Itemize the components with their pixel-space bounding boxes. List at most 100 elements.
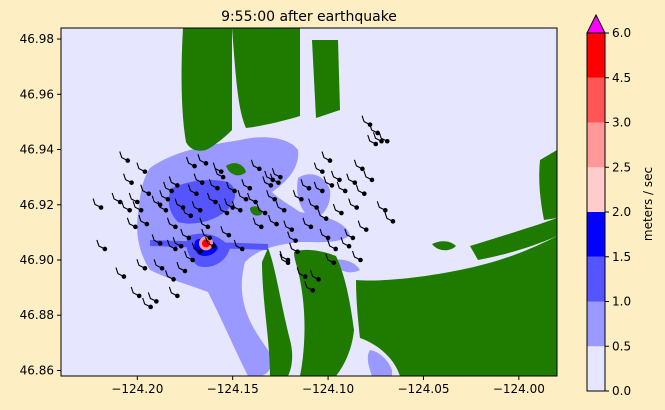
drifter-marker (256, 203, 268, 216)
drifter-marker (199, 217, 211, 230)
drifter-marker (271, 167, 283, 180)
drifter-marker (168, 286, 180, 299)
drifter-marker (226, 181, 237, 194)
drifter-marker (166, 239, 178, 252)
drifter-marker (231, 201, 243, 213)
drifter-marker (327, 239, 339, 252)
drifter-marker (92, 198, 104, 210)
x-tick-label: −124.05 (397, 382, 449, 396)
plot-frame (60, 27, 558, 377)
drifter-marker (332, 203, 344, 216)
chart-title: 9:55:00 after earthquake (221, 9, 397, 25)
drifter-marker (121, 201, 132, 213)
drifter-marker (168, 176, 180, 188)
drifter-marker (115, 267, 127, 279)
y-axis: 46.86 46.88 46.90 46.92 46.94 46.96 46.98 (20, 32, 61, 377)
drifter-marker (132, 201, 144, 213)
drifter-marker (163, 181, 174, 194)
x-tick-label: −124.00 (493, 382, 545, 396)
drifter-marker (319, 228, 331, 241)
drifter-marker (289, 242, 300, 255)
colorbar-tick-label: 6.0 (612, 26, 631, 40)
x-tick-label: −124.20 (111, 382, 163, 396)
drifter-marker (208, 179, 220, 191)
drifter-marker (119, 151, 131, 163)
drifter-marker (331, 170, 342, 183)
drifter-marker (136, 162, 148, 174)
drifter-marker (142, 297, 153, 310)
drifter-marker (378, 132, 390, 144)
drifter-marker (313, 162, 325, 174)
drifter-marker (207, 192, 218, 205)
drifter-marker (201, 228, 213, 241)
drifter-marker (321, 151, 333, 163)
drifter-marker (218, 203, 230, 216)
colorbar-segment (587, 122, 605, 168)
colorbar-segment (587, 256, 605, 302)
drifter-marker (140, 184, 152, 197)
drifter-marker (193, 173, 205, 185)
drifter-marker (214, 167, 226, 180)
drifter-marker (233, 239, 245, 252)
hotspot-inner (201, 239, 210, 248)
drifter-marker (357, 220, 369, 232)
drifter-marker (241, 179, 253, 191)
drifter-markers (92, 115, 396, 310)
colorbar-tick-label: 2.0 (612, 205, 631, 219)
drifter-marker (157, 201, 169, 213)
colorbar-tick-label: 1.5 (612, 250, 631, 264)
drifter-marker (180, 228, 192, 241)
drifter-marker (247, 192, 258, 205)
drifter-marker (172, 237, 184, 249)
colorbar-segment (587, 33, 605, 78)
drifter-marker (197, 154, 209, 166)
colorbar: 0.0 0.5 1.0 1.5 2.0 2.5 3.0 4.5 6.0 (586, 13, 631, 398)
drifter-marker (130, 286, 142, 299)
drifter-marker (302, 217, 314, 230)
y-tick-label: 46.86 (20, 363, 54, 377)
colorbar-tick-label: 3.0 (612, 116, 631, 130)
drifter-marker (96, 239, 108, 252)
drifter-marker (363, 170, 375, 183)
y-tick-label: 46.94 (20, 143, 54, 157)
colorbar-label: meters / sec (641, 167, 655, 241)
map-plot (61, 28, 557, 376)
drifter-marker (264, 170, 276, 183)
y-tick-label: 46.98 (20, 32, 54, 46)
drifter-marker (340, 237, 352, 249)
drifter-marker (317, 209, 329, 221)
x-tick-label: −124.15 (207, 382, 259, 396)
drifter-marker (151, 234, 163, 246)
drifter-marker (346, 173, 358, 185)
colorbar-tick-label: 1.0 (612, 295, 631, 309)
colorbar-segment (587, 346, 605, 391)
drifter-marker (323, 176, 335, 188)
drifter-marker (138, 214, 150, 227)
drifter-marker (310, 270, 321, 282)
drifter-marker (367, 134, 379, 147)
colorbar-segment (587, 167, 605, 212)
colorbar-segment (587, 301, 605, 347)
drifter-marker (191, 201, 203, 213)
drifter-marker (205, 237, 216, 249)
drifter-marker (220, 225, 232, 238)
drifter-marker (313, 181, 325, 194)
drifter-marker (355, 184, 367, 197)
drifter-marker (176, 261, 188, 274)
colorbar-segment (587, 212, 605, 257)
drifter-marker (237, 190, 249, 202)
drifter-marker (147, 292, 159, 304)
y-tick-label: 46.90 (20, 253, 54, 267)
drifter-marker (159, 190, 171, 202)
drifter-marker (186, 156, 197, 169)
drifter-marker (165, 270, 176, 282)
drifter-marker (287, 231, 298, 243)
colorbar-tick-label: 0.0 (612, 384, 631, 398)
y-tick-label: 46.92 (20, 198, 54, 212)
drifter-marker (336, 181, 348, 194)
drifter-marker (266, 190, 277, 202)
drifter-marker (252, 217, 264, 230)
drifter-marker (250, 159, 262, 172)
drifter-marker (292, 190, 304, 202)
